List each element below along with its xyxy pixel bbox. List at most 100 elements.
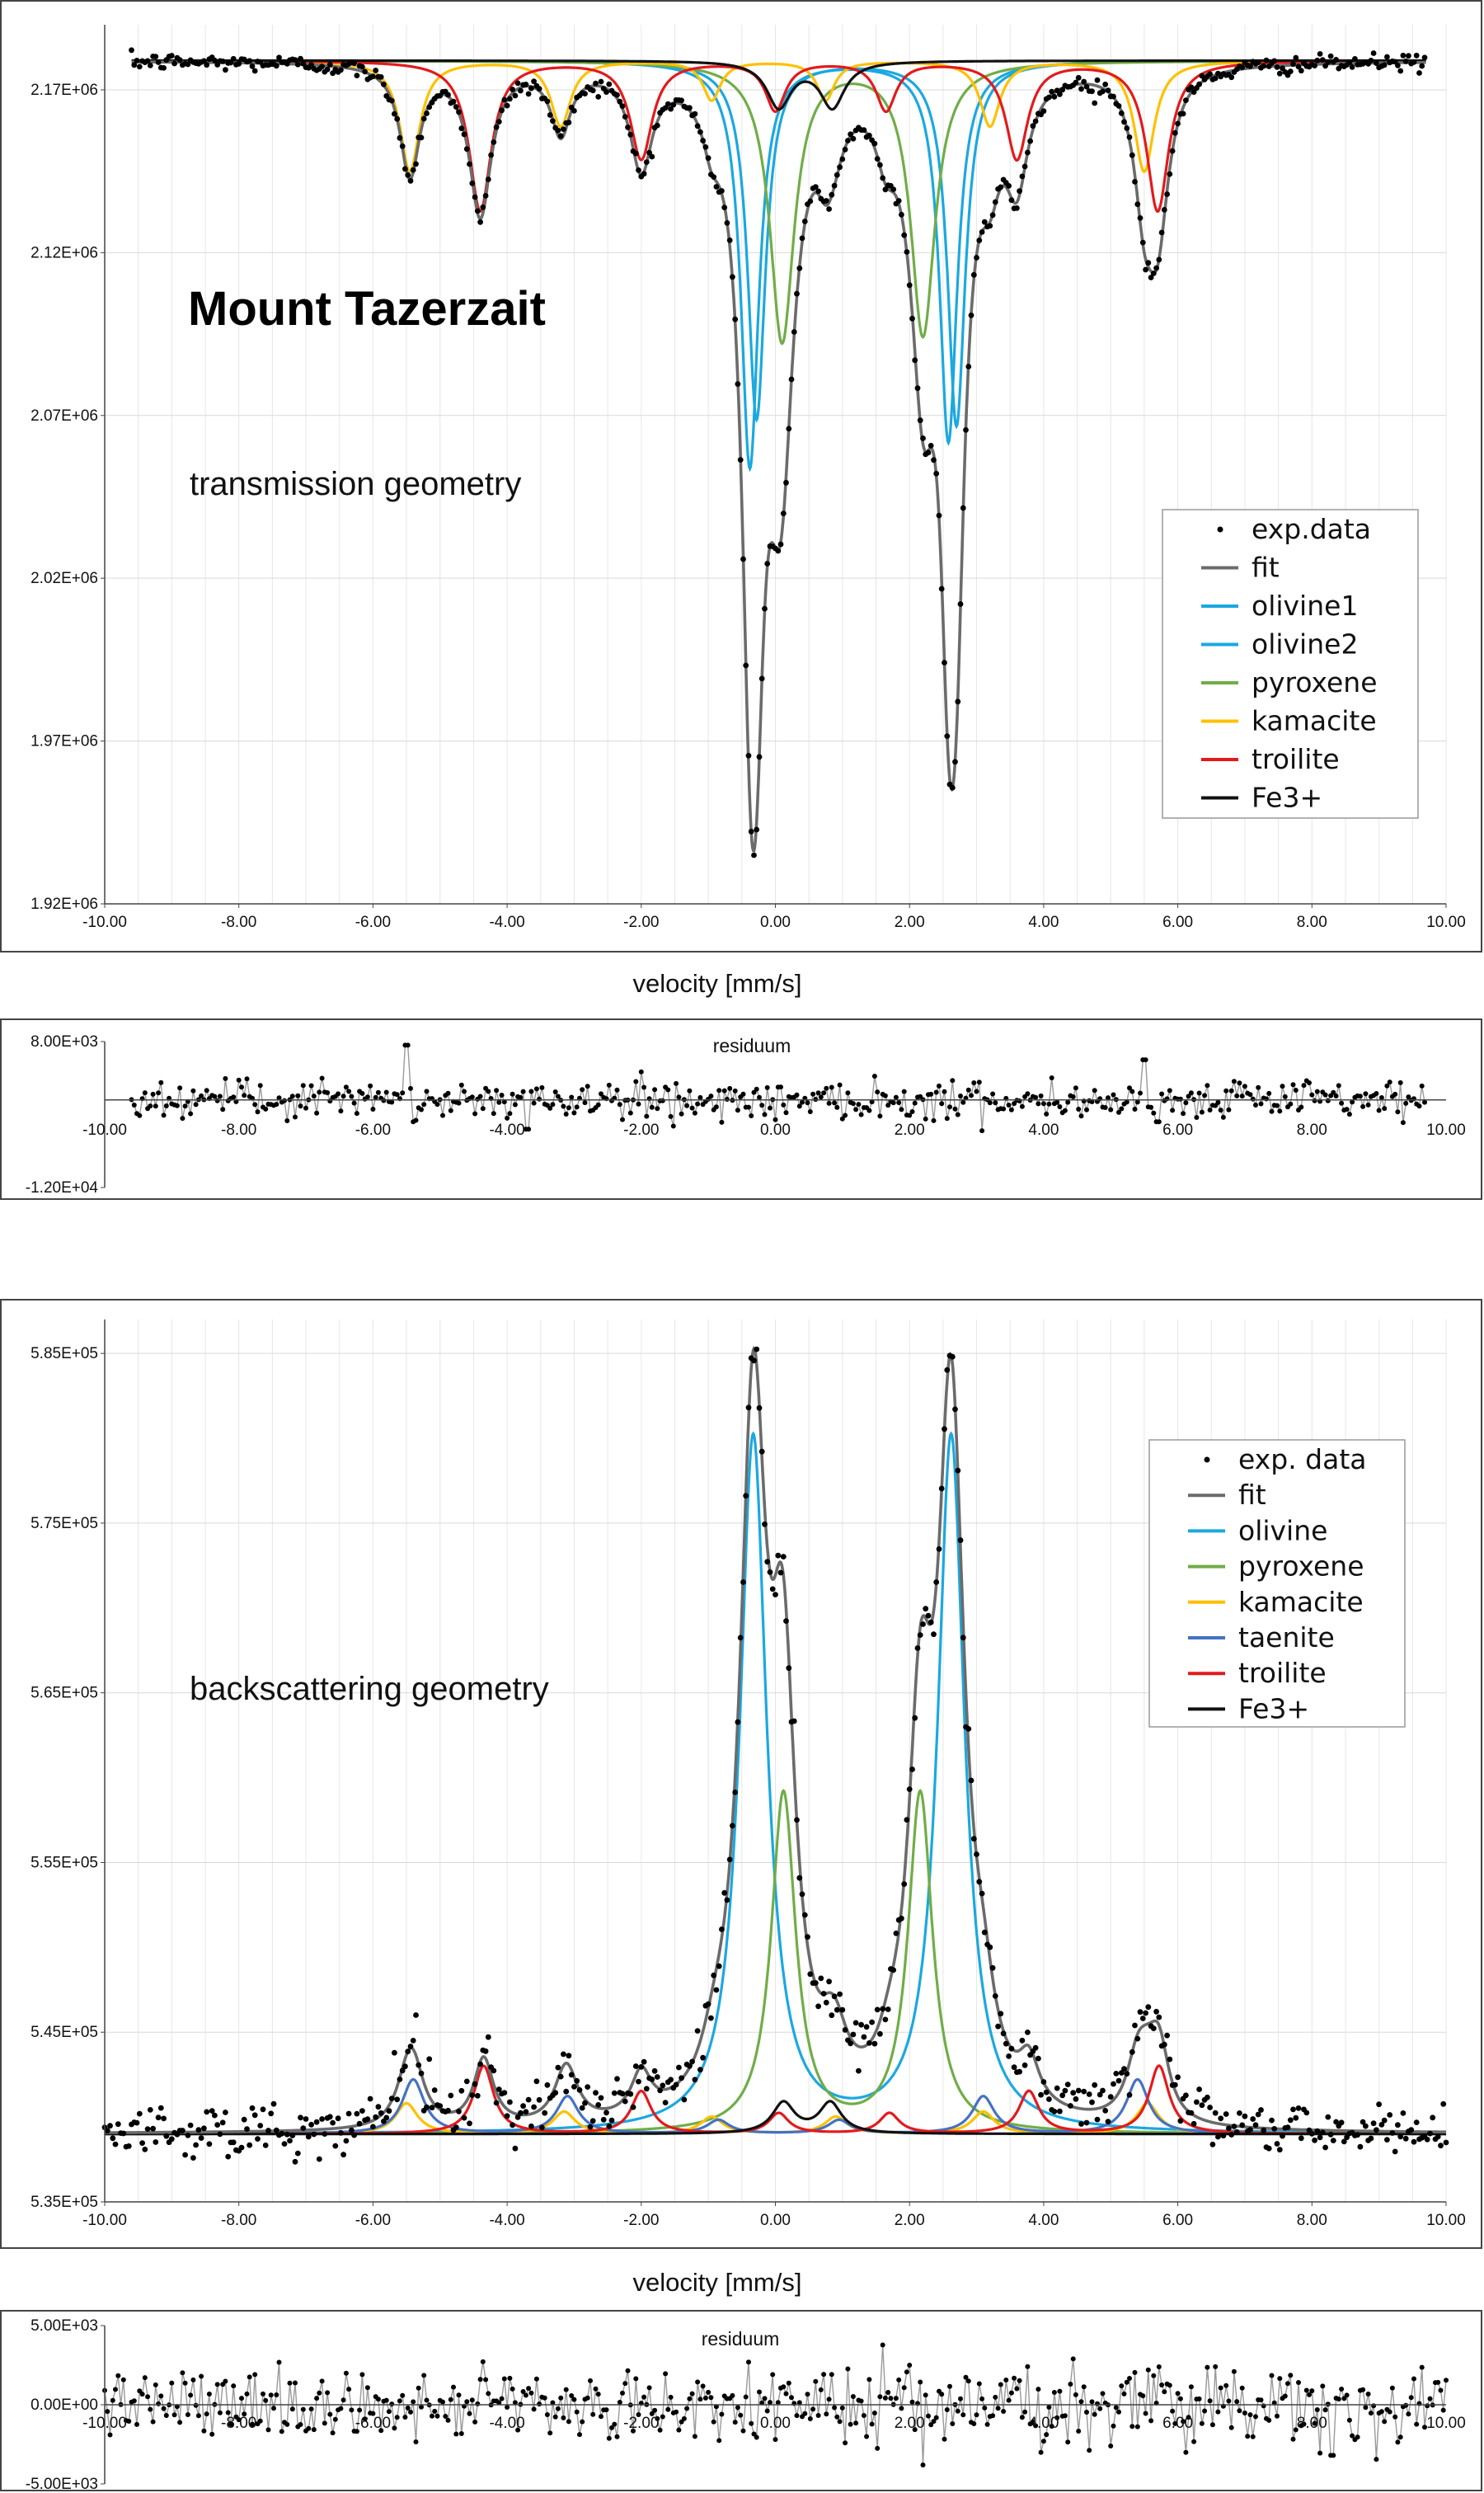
point-exp-data	[1126, 134, 1133, 140]
legend-item-exp-data: exp.data	[1217, 513, 1371, 545]
y-tick-label: 5.35E+05	[31, 2194, 98, 2211]
point-exp-data	[1228, 74, 1235, 81]
residuum-point	[177, 1085, 183, 1091]
point-exp-data	[764, 561, 771, 567]
residuum-point	[569, 2393, 575, 2398]
point-exp-data	[225, 2153, 232, 2160]
residuum-point	[768, 1105, 773, 1111]
residuum-point	[724, 1097, 730, 1102]
residuum-point	[1081, 1098, 1087, 1104]
point-exp-data	[507, 2099, 513, 2105]
residuum-point	[368, 1083, 373, 1089]
point-exp-data	[204, 2109, 210, 2115]
point-exp-data	[316, 2156, 322, 2162]
point-exp-data	[185, 2133, 191, 2138]
residuum-point	[1181, 1111, 1186, 1117]
residuum-point	[1253, 2414, 1258, 2420]
point-exp-data	[1258, 2107, 1264, 2113]
point-exp-data	[1435, 2133, 1441, 2140]
x-tick-label: -2.00	[623, 1122, 659, 1139]
residuum-point	[1207, 2398, 1213, 2404]
residuum-point	[456, 1100, 462, 1106]
point-exp-data	[563, 2088, 570, 2095]
point-exp-data	[960, 1635, 966, 1641]
residuum-point	[284, 2421, 290, 2427]
residuum-point	[408, 2409, 413, 2415]
residuum-point	[620, 1117, 625, 1122]
point-exp-data	[303, 2116, 309, 2122]
residuum-point	[480, 2359, 486, 2364]
point-exp-data	[866, 132, 872, 139]
residuum-point	[1234, 1093, 1240, 1098]
point-exp-data	[1158, 229, 1165, 236]
residuum-point	[158, 2393, 164, 2399]
point-exp-data	[936, 512, 942, 519]
residuum-point	[1425, 2403, 1430, 2409]
point-exp-data	[1148, 275, 1154, 280]
residuum-point	[171, 2412, 177, 2418]
point-exp-data	[735, 1719, 741, 1725]
point-exp-data	[796, 265, 803, 271]
residuum-point	[1378, 1095, 1384, 1100]
residuum-point	[979, 2396, 985, 2401]
residuum-point	[1046, 2405, 1052, 2410]
point-exp-data	[1194, 2099, 1200, 2105]
residuum-point	[950, 1078, 956, 1084]
residuum-point	[550, 1102, 556, 1108]
residuum-point	[885, 2390, 891, 2395]
residuum-point	[960, 1099, 966, 1105]
residuum-point	[1339, 2387, 1345, 2392]
point-exp-data	[1443, 2139, 1449, 2146]
residuum-point	[448, 2397, 453, 2402]
residuum-point	[918, 2379, 923, 2385]
residuum-point	[1226, 1107, 1232, 1112]
residuum-point	[1228, 2425, 1234, 2430]
residuum-point	[1336, 2397, 1341, 2402]
residuum-point	[421, 1102, 427, 1108]
residuum-point	[1102, 1105, 1108, 1110]
point-exp-data	[1025, 2030, 1031, 2035]
residuum-point	[1384, 1083, 1390, 1089]
residuum-point	[314, 2396, 320, 2401]
residuum-point	[834, 2414, 840, 2420]
residuum-point	[402, 2415, 408, 2420]
x-tick-label: -8.00	[221, 2415, 256, 2432]
residuum-point	[383, 1089, 389, 1095]
point-exp-data	[176, 57, 183, 64]
residuum-point	[362, 2416, 368, 2422]
y-tick-label: 0.00E+00	[31, 2397, 98, 2414]
legend-item-troilite: troilite	[1188, 1657, 1327, 1689]
residuum-point	[486, 2391, 491, 2397]
point-exp-data	[931, 1631, 937, 1638]
residuum-point	[871, 1074, 877, 1079]
point-exp-data	[1325, 2114, 1331, 2120]
residuum-point	[909, 2399, 915, 2405]
point-exp-data	[1400, 52, 1407, 59]
point-exp-data	[472, 194, 478, 200]
point-exp-data	[974, 255, 979, 261]
point-exp-data	[1346, 59, 1353, 65]
point-exp-data	[1293, 54, 1299, 61]
point-exp-data	[204, 62, 210, 68]
residuum-point	[652, 2407, 658, 2413]
point-exp-data	[1276, 70, 1283, 77]
point-exp-data	[1330, 2138, 1336, 2144]
residuum-point	[588, 2378, 593, 2383]
residuum-point	[979, 1128, 985, 1134]
residuum-point	[209, 2431, 215, 2437]
point-exp-data	[345, 2110, 352, 2117]
residuum-point	[440, 1112, 445, 1118]
residuum-point	[845, 2366, 851, 2372]
residuum-point	[443, 2414, 448, 2419]
residuum-point	[815, 2413, 821, 2418]
residuum-point	[923, 2392, 928, 2398]
residuum-point	[1350, 2433, 1355, 2439]
residuum-point	[193, 1102, 199, 1108]
point-exp-data	[139, 2140, 146, 2147]
x-tick-label: 0.00	[760, 2415, 791, 2432]
residuum1-panel-frame	[0, 1018, 1482, 1200]
residuum-point	[1422, 1099, 1427, 1105]
point-exp-data	[375, 2104, 382, 2110]
point-exp-data	[812, 1980, 819, 1986]
point-exp-data	[965, 364, 972, 369]
